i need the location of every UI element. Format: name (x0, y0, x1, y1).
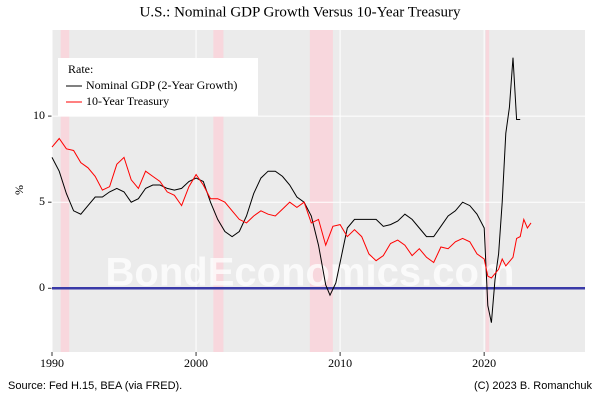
series-line (51, 57, 521, 323)
caption: (C) 2023 B. Romanchuk (474, 380, 592, 392)
legend-label: Nominal GDP (2-Year Growth) (86, 78, 237, 92)
chart-title: U.S.: Nominal GDP Growth Versus 10-Year … (140, 4, 461, 20)
legend-label: 10-Year Treasury (86, 94, 169, 108)
y-axis-label: % (12, 185, 26, 195)
x-tick-label: 2010 (328, 356, 352, 370)
recession-band (213, 30, 224, 352)
y-tick-label: 0 (39, 280, 45, 294)
recession-band (60, 30, 70, 352)
legend-box (58, 58, 258, 116)
x-tick-label: 2020 (472, 356, 496, 370)
x-tick-label: 2000 (184, 356, 208, 370)
series-line (51, 137, 532, 279)
recession-band (485, 30, 490, 352)
x-tick-label: 1990 (40, 356, 64, 370)
recession-band (309, 30, 333, 352)
y-tick-label: 5 (39, 194, 45, 208)
caption: Source: Fed H.15, BEA (via FRED). (8, 380, 182, 392)
legend-title: Rate: (68, 62, 93, 76)
y-tick-label: 10 (33, 108, 45, 122)
